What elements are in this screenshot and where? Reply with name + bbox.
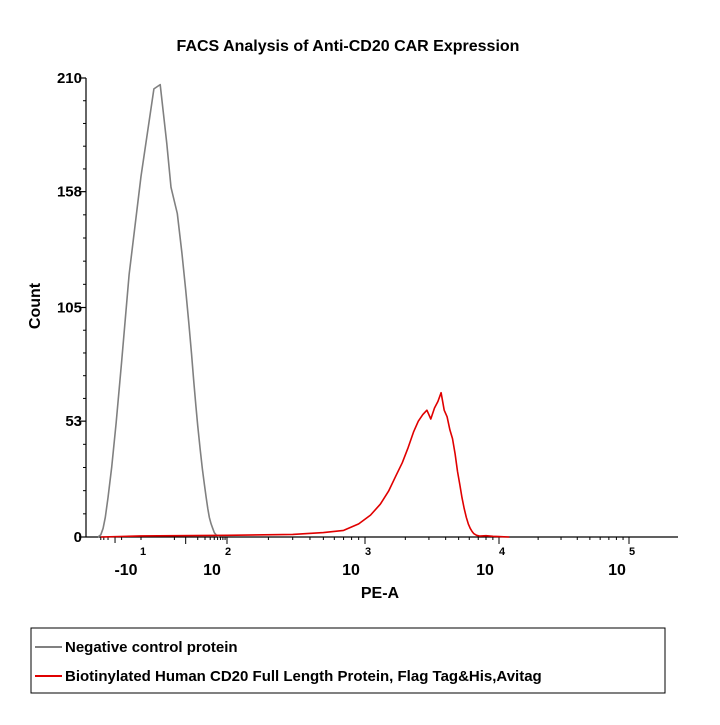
histogram-negative-control — [97, 83, 220, 538]
x-tick-base-5: 10 — [608, 562, 626, 579]
x-tick-base-4: 10 — [476, 562, 494, 579]
x-tick-exp-2: 2 — [225, 546, 231, 558]
legend-box — [30, 627, 666, 694]
x-tick-exp-4: 4 — [499, 546, 506, 558]
histogram-cd20-protein — [100, 391, 510, 538]
x-tick-exp-1: 1 — [140, 546, 146, 558]
y-tick-label-0: 0 — [74, 529, 82, 546]
y-tick-label-105: 105 — [57, 300, 82, 317]
x-axis-title: PE-A — [361, 585, 400, 602]
y-minor-ticks — [83, 100, 86, 515]
y-tick-label-53: 53 — [65, 413, 82, 430]
legend-label-negative-control: Negative control protein — [65, 639, 238, 656]
x-ticks — [100, 537, 630, 544]
x-tick-exp-5: 5 — [629, 546, 635, 558]
x-tick-base-3: 10 — [342, 562, 360, 579]
y-axis-title: Count — [27, 282, 44, 329]
y-major-ticks — [79, 77, 86, 538]
x-tick-base-2: 10 — [203, 562, 221, 579]
y-tick-label-158: 158 — [57, 184, 82, 201]
x-tick-exp-3: 3 — [365, 546, 371, 558]
legend-label-cd20-protein: Biotinylated Human CD20 Full Length Prot… — [65, 668, 542, 685]
chart-title: FACS Analysis of Anti-CD20 CAR Expressio… — [177, 38, 520, 55]
x-tick-base-1: -10 — [114, 562, 137, 579]
y-tick-label-210: 210 — [57, 70, 82, 87]
